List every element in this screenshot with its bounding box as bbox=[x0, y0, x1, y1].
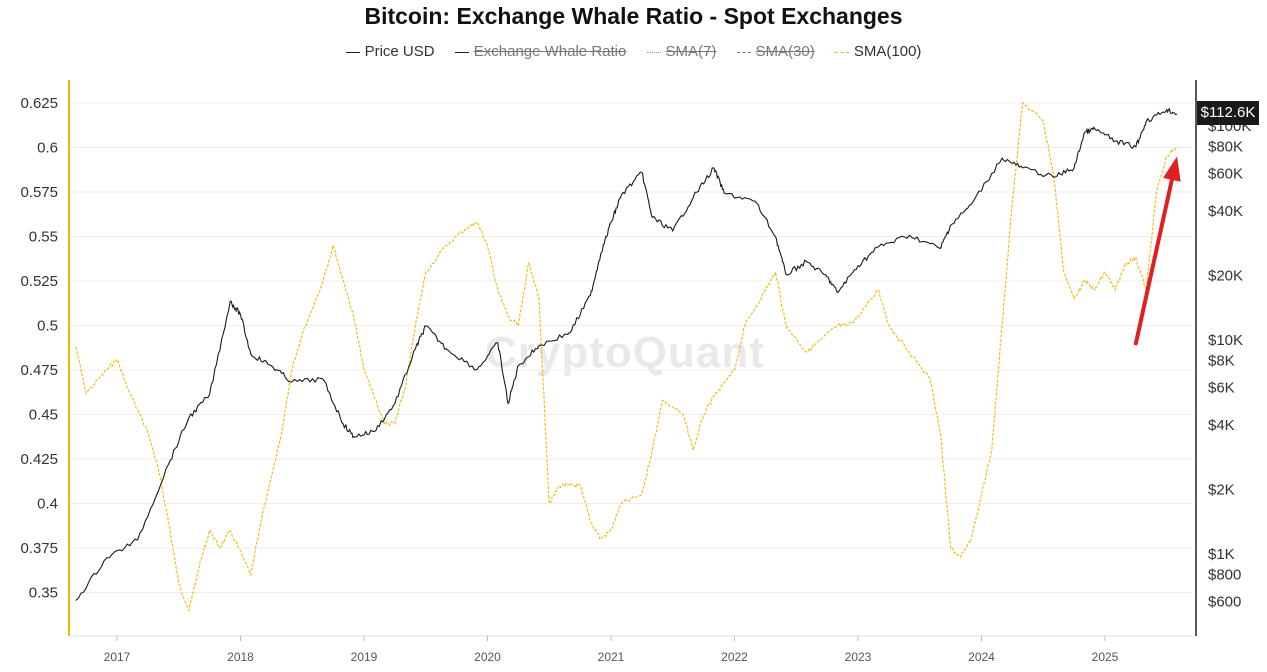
legend-label-sma30: SMA(30) bbox=[755, 43, 815, 60]
x-tick-label: 2025 bbox=[1092, 650, 1119, 664]
annotation-arrow-shaft bbox=[1133, 177, 1174, 346]
x-tick-label: 2023 bbox=[845, 650, 872, 664]
price-badge: $112.6K bbox=[1197, 101, 1259, 125]
chart-legend: Price USD Exchange Whale Ratio SMA(7) SM… bbox=[0, 43, 1267, 60]
legend-item-price[interactable]: Price USD bbox=[345, 43, 435, 60]
y-right-tick-label: $20K bbox=[1208, 268, 1243, 285]
y-left-tick-label: 0.45 bbox=[29, 407, 58, 424]
price-line bbox=[75, 107, 1178, 601]
legend-item-sma30[interactable]: SMA(30) bbox=[736, 43, 815, 60]
x-tick-label: 2020 bbox=[474, 650, 501, 664]
annotation-arrow-head bbox=[1163, 156, 1181, 182]
y-left-tick-label: 0.475 bbox=[20, 362, 58, 379]
legend-swatch-sma30 bbox=[736, 51, 751, 53]
legend-item-sma7[interactable]: SMA(7) bbox=[646, 43, 717, 60]
y-axis-left: 0.625 0.6 0.575 0.55 0.525 0.5 0.475 0.45 0.425 0… bbox=[20, 80, 70, 636]
grid-lines bbox=[70, 102, 1193, 593]
legend-swatch-whale-ratio bbox=[454, 51, 469, 53]
legend-item-whale-ratio[interactable]: Exchange Whale Ratio bbox=[454, 43, 627, 60]
y-left-tick-label: 0.35 bbox=[29, 585, 58, 602]
annotation-layer bbox=[1133, 156, 1181, 346]
y-left-tick-label: 0.625 bbox=[20, 95, 58, 112]
legend-swatch-price bbox=[345, 51, 360, 53]
y-right-tick-label: $8K bbox=[1208, 353, 1235, 370]
y-right-tick-label: $60K bbox=[1208, 165, 1243, 182]
y-left-tick-label: 0.6 bbox=[37, 140, 58, 157]
x-tick-label: 2017 bbox=[104, 650, 131, 664]
y-left-tick-label: 0.55 bbox=[29, 229, 58, 246]
y-left-tick-label: 0.375 bbox=[20, 540, 58, 557]
legend-label-price: Price USD bbox=[364, 43, 435, 60]
y-right-tick-label: $1K bbox=[1208, 546, 1235, 563]
x-tick-label: 2019 bbox=[351, 650, 378, 664]
y-right-tick-label: $800 bbox=[1208, 567, 1241, 584]
legend-item-sma100[interactable]: SMA(100) bbox=[834, 43, 922, 60]
y-right-tick-label: $80K bbox=[1208, 139, 1243, 156]
legend-label-sma7: SMA(7) bbox=[665, 43, 717, 60]
legend-label-whale-ratio: Exchange Whale Ratio bbox=[473, 43, 627, 60]
legend-swatch-sma7 bbox=[646, 51, 661, 53]
legend-label-sma100: SMA(100) bbox=[853, 43, 922, 60]
sma100-line bbox=[75, 101, 1178, 613]
y-right-tick-label: $6K bbox=[1208, 379, 1235, 396]
x-tick-label: 2018 bbox=[227, 650, 254, 664]
chart-title: Bitcoin: Exchange Whale Ratio - Spot Exc… bbox=[364, 3, 903, 29]
x-tick-label: 2022 bbox=[721, 650, 748, 664]
x-tick-label: 2024 bbox=[968, 650, 995, 664]
y-left-tick-label: 0.425 bbox=[20, 451, 58, 468]
series-layer bbox=[75, 101, 1178, 613]
y-right-tick-label: $2K bbox=[1208, 482, 1235, 499]
y-right-tick-label: $4K bbox=[1208, 417, 1235, 434]
y-left-tick-label: 0.575 bbox=[20, 184, 58, 201]
y-left-tick-label: 0.5 bbox=[37, 318, 58, 335]
y-left-tick-label: 0.525 bbox=[20, 273, 58, 290]
y-left-tick-label: 0.4 bbox=[37, 496, 58, 513]
x-tick-label: 2021 bbox=[598, 650, 625, 664]
legend-swatch-sma100 bbox=[834, 51, 849, 53]
y-right-tick-label: $10K bbox=[1208, 332, 1243, 349]
y-right-tick-label: $40K bbox=[1208, 203, 1243, 220]
y-axis-right: $100K$80K$60K$40K$20K$10K$8K$6K$4K$2K$1K… bbox=[1195, 80, 1251, 636]
x-axis: 2017 2018 2019 2020 2021 2022 2023 2024 2025 bbox=[70, 635, 1193, 664]
y-right-tick-label: $600 bbox=[1208, 593, 1241, 610]
